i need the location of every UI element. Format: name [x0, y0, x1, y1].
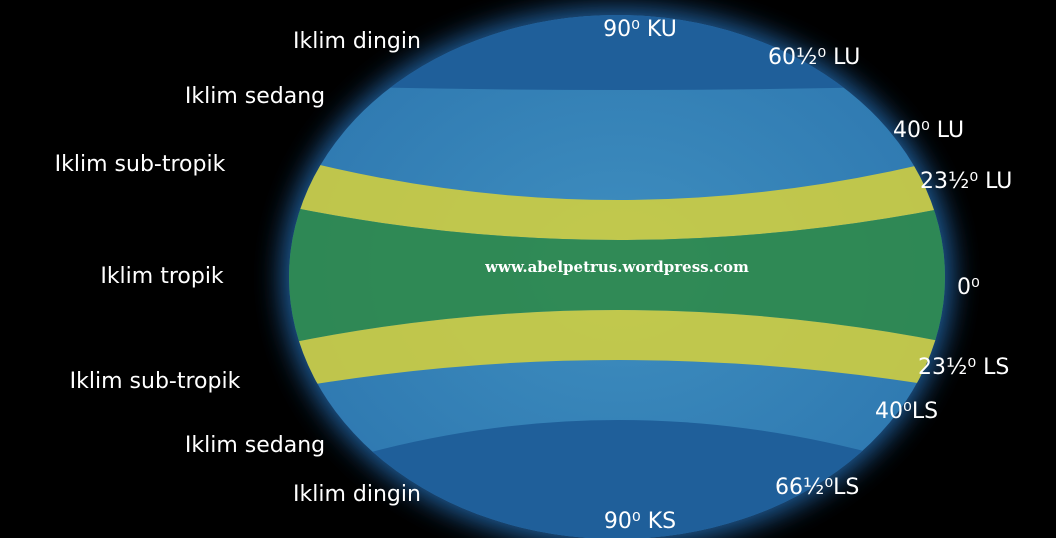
zone-label: Iklim sedang: [185, 433, 325, 458]
latitude-label: 66½⁰LS: [775, 475, 859, 500]
zone-label: Iklim sedang: [185, 84, 325, 109]
zone-label: Iklim dingin: [293, 29, 421, 54]
latitude-label: 40⁰LS: [875, 399, 938, 424]
latitude-label: 60½⁰ LU: [768, 45, 860, 70]
zone-label: Iklim sub-tropik: [70, 369, 241, 394]
subtropic-south: [289, 310, 945, 390]
latitude-label: 40⁰ LU: [893, 118, 964, 143]
latitude-label: 90⁰ KU: [603, 17, 677, 42]
watermark: www.abelpetrus.wordpress.com: [484, 258, 749, 276]
zone-label: Iklim dingin: [293, 482, 421, 507]
latitude-label: 23½⁰ LU: [920, 169, 1012, 194]
zone-label: Iklim sub-tropik: [55, 152, 226, 177]
latitude-label: 23½⁰ LS: [918, 355, 1009, 380]
zone-label: Iklim tropik: [100, 264, 224, 289]
latitude-label: 90⁰ KS: [604, 509, 676, 534]
latitude-label: 0⁰: [957, 275, 980, 300]
tropic: [289, 205, 945, 345]
right-labels: 90⁰ KU 60½⁰ LU 40⁰ LU 23½⁰ LU 0⁰ 23½⁰ LS 40⁰LS…: [603, 17, 1012, 534]
subtropic-north: [289, 155, 945, 240]
left-labels: Iklim dingin Iklim sedang Iklim sub-tropik…: [55, 29, 421, 507]
